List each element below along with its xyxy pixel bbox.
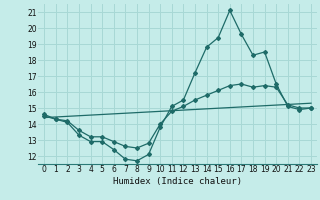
X-axis label: Humidex (Indice chaleur): Humidex (Indice chaleur)	[113, 177, 242, 186]
